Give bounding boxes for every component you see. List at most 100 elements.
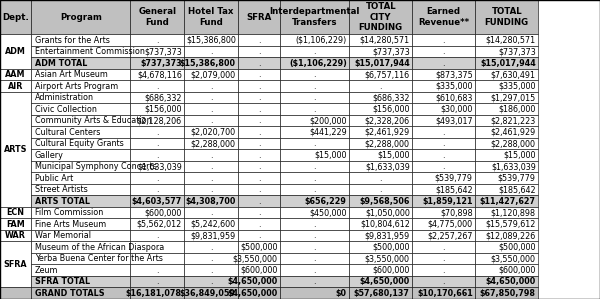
Bar — [130, 219, 184, 230]
Bar — [130, 80, 184, 92]
Text: Asian Art Museum: Asian Art Museum — [35, 70, 107, 79]
Text: Fine Arts Museum: Fine Arts Museum — [35, 220, 106, 229]
Bar — [184, 265, 238, 276]
Text: $57,680,137: $57,680,137 — [354, 289, 410, 298]
Text: $36,849,059: $36,849,059 — [180, 289, 236, 298]
Text: .: . — [258, 82, 260, 91]
Bar — [412, 265, 475, 276]
Bar — [184, 92, 238, 103]
Text: Cultural Equity Grants: Cultural Equity Grants — [35, 139, 124, 148]
Bar — [412, 57, 475, 69]
Text: .: . — [156, 139, 158, 148]
Text: .: . — [442, 162, 445, 171]
Bar — [412, 69, 475, 80]
Text: $16,181,078: $16,181,078 — [126, 289, 182, 298]
Text: $4,650,000: $4,650,000 — [227, 277, 278, 286]
Bar — [130, 57, 184, 69]
Text: $335,000: $335,000 — [436, 82, 473, 91]
Text: $2,128,206: $2,128,206 — [137, 116, 182, 125]
Text: $335,000: $335,000 — [498, 82, 536, 91]
Text: $3,550,000: $3,550,000 — [365, 254, 410, 263]
Text: $15,386,800: $15,386,800 — [180, 59, 236, 68]
Text: ARTS TOTAL: ARTS TOTAL — [35, 197, 90, 206]
Text: .: . — [258, 59, 260, 68]
Text: General
Fund: General Fund — [138, 7, 176, 27]
Text: $10,804,612: $10,804,612 — [360, 220, 410, 229]
Text: $2,461,929: $2,461,929 — [491, 128, 536, 137]
Bar — [280, 265, 349, 276]
Text: $2,288,000: $2,288,000 — [191, 139, 236, 148]
Text: .: . — [156, 174, 158, 183]
Text: Community Arts & Education: Community Arts & Education — [35, 116, 151, 125]
Bar — [412, 126, 475, 138]
Bar — [475, 150, 538, 161]
Bar — [349, 184, 412, 196]
Bar — [31, 0, 130, 34]
Text: TOTAL
CITY
FUNDING: TOTAL CITY FUNDING — [359, 2, 403, 32]
Bar — [280, 92, 349, 103]
Text: .: . — [258, 93, 260, 102]
Bar — [238, 196, 280, 207]
Bar — [0, 288, 31, 299]
Text: Yerba Buena Center for the Arts: Yerba Buena Center for the Arts — [35, 254, 163, 263]
Text: Municipal Symphony Concerts: Municipal Symphony Concerts — [35, 162, 157, 171]
Text: .: . — [442, 36, 445, 45]
Text: $737,373: $737,373 — [372, 47, 410, 56]
Bar — [349, 150, 412, 161]
Text: $156,000: $156,000 — [144, 105, 182, 114]
Text: .: . — [258, 116, 260, 125]
Bar — [280, 196, 349, 207]
Bar — [475, 184, 538, 196]
Text: Zeum: Zeum — [35, 266, 58, 275]
Bar — [280, 207, 349, 219]
Bar — [31, 288, 130, 299]
Text: Cultural Centers: Cultural Centers — [35, 128, 100, 137]
Bar — [412, 288, 475, 299]
Bar — [238, 103, 280, 115]
Text: $186,000: $186,000 — [499, 105, 536, 114]
Bar — [0, 69, 31, 80]
Bar — [184, 184, 238, 196]
Bar — [130, 150, 184, 161]
Bar — [238, 276, 280, 288]
Bar — [349, 161, 412, 173]
Text: AAM: AAM — [5, 70, 26, 79]
Bar — [31, 150, 130, 161]
Bar — [31, 126, 130, 138]
Text: $500,000: $500,000 — [240, 243, 278, 252]
Bar — [31, 161, 130, 173]
Text: $67,850,798: $67,850,798 — [480, 289, 536, 298]
Text: .: . — [210, 82, 212, 91]
Bar — [412, 219, 475, 230]
Bar — [475, 57, 538, 69]
Text: $14,280,571: $14,280,571 — [485, 36, 536, 45]
Text: .: . — [313, 47, 316, 56]
Bar — [238, 57, 280, 69]
Text: $14,280,571: $14,280,571 — [359, 36, 410, 45]
Bar — [349, 253, 412, 265]
Bar — [31, 196, 130, 207]
Bar — [31, 138, 130, 150]
Text: $185,642: $185,642 — [498, 185, 536, 194]
Text: $600,000: $600,000 — [373, 266, 410, 275]
Bar — [31, 57, 130, 69]
Bar — [130, 288, 184, 299]
Bar — [475, 126, 538, 138]
Text: $686,332: $686,332 — [144, 93, 182, 102]
Bar — [280, 138, 349, 150]
Text: .: . — [156, 254, 158, 263]
Bar — [349, 126, 412, 138]
Text: Street Artists: Street Artists — [35, 185, 88, 194]
Text: Public Art: Public Art — [35, 174, 73, 183]
Bar — [475, 207, 538, 219]
Bar — [31, 230, 130, 242]
Bar — [184, 126, 238, 138]
Text: $12,089,226: $12,089,226 — [485, 231, 536, 240]
Text: $2,461,929: $2,461,929 — [365, 128, 410, 137]
Bar — [412, 138, 475, 150]
Text: $2,288,000: $2,288,000 — [491, 139, 536, 148]
Bar — [280, 126, 349, 138]
Text: .: . — [258, 174, 260, 183]
Text: $15,000: $15,000 — [314, 151, 347, 160]
Bar — [0, 207, 31, 219]
